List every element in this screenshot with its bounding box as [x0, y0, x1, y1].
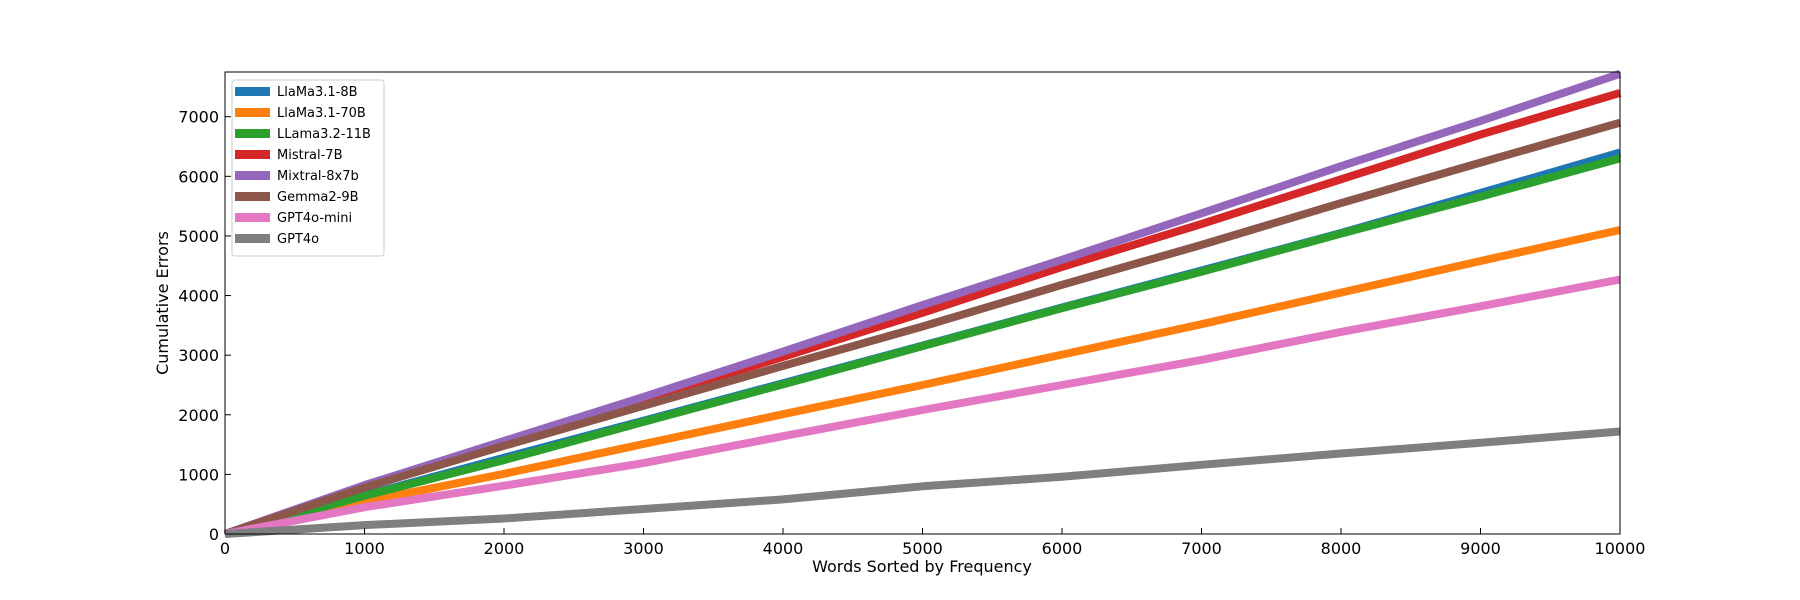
legend-swatch-2 [235, 129, 270, 138]
y-axis-label: Cumulative Errors [153, 231, 172, 375]
legend-label-6: GPT4o-mini [277, 211, 352, 226]
legend-label-7: GPT4o [277, 232, 319, 247]
legend-label-3: Mistral-7B [277, 148, 343, 163]
x-tick-label-10: 10000 [1595, 539, 1646, 558]
legend-swatch-5 [235, 192, 270, 201]
x-tick-label-0: 0 [220, 539, 230, 558]
y-axis: 0 1000 2000 3000 4000 5000 6000 7000 [178, 108, 231, 544]
series-line-1 [224, 226, 1621, 538]
x-tick-label-3: 3000 [623, 539, 664, 558]
series-line-5 [223, 118, 1622, 538]
legend-swatch-7 [235, 234, 270, 243]
x-tick-label-4: 4000 [763, 539, 804, 558]
y-tick-label-6: 6000 [178, 167, 219, 186]
x-tick-label-7: 7000 [1181, 539, 1222, 558]
y-tick-label-0: 0 [209, 525, 219, 544]
legend-label-5: Gemma2-9B [277, 190, 359, 205]
x-tick-label-6: 6000 [1042, 539, 1083, 558]
series-lines [223, 70, 1622, 538]
legend-swatch-6 [235, 213, 270, 222]
y-tick-label-2: 2000 [178, 406, 219, 425]
x-tick-label-8: 8000 [1321, 539, 1362, 558]
legend: LlaMa3.1-8B LlaMa3.1-70B LLama3.2-11B Mistr… [231, 79, 385, 257]
legend-label-0: LlaMa3.1-8B [277, 85, 358, 100]
x-tick-label-5: 5000 [902, 539, 943, 558]
y-tick-label-3: 3000 [178, 346, 219, 365]
x-tick-label-2: 2000 [484, 539, 525, 558]
legend-label-4: Mixtral-8x7b [277, 169, 359, 184]
series-line-2 [223, 154, 1622, 538]
y-tick-label-1: 1000 [178, 465, 219, 484]
legend-swatch-1 [235, 108, 270, 117]
legend-swatch-0 [235, 87, 270, 96]
x-tick-label-9: 9000 [1460, 539, 1501, 558]
x-axis: 0 1000 2000 3000 4000 5000 6000 7000 8000 9000 100… [220, 528, 1646, 558]
legend-box [231, 79, 385, 257]
y-tick-label-4: 4000 [178, 287, 219, 306]
legend-label-2: LLama3.2-11B [277, 127, 371, 142]
legend-swatch-4 [235, 171, 270, 180]
legend-label-1: LlaMa3.1-70B [277, 106, 366, 121]
legend-swatch-3 [235, 150, 270, 159]
x-axis-label: Words Sorted by Frequency [812, 557, 1032, 576]
series-line-7 [224, 427, 1621, 538]
y-tick-label-5: 5000 [178, 227, 219, 246]
y-tick-label-7: 7000 [178, 108, 219, 127]
x-tick-label-1: 1000 [344, 539, 385, 558]
series-line-6 [224, 275, 1621, 538]
